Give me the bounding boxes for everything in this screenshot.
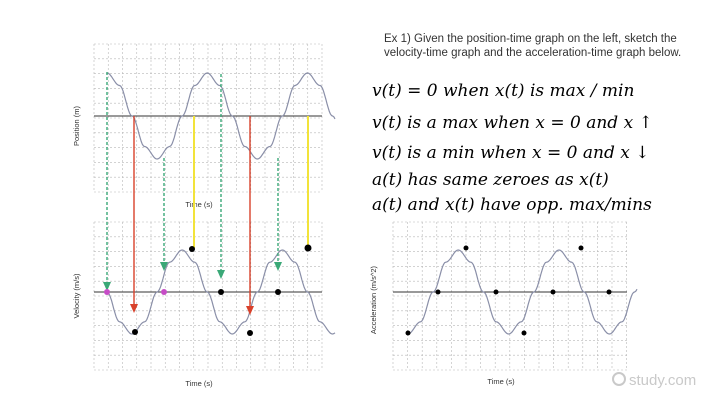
acceleration-curve <box>407 249 638 335</box>
velocity-min-point-1 <box>132 329 138 335</box>
study-logo: study.com <box>612 372 696 389</box>
green-arrowhead-1 <box>103 282 111 291</box>
red-arrowhead-1 <box>130 304 138 313</box>
velocity-curve <box>106 249 336 335</box>
acceleration-min-point-2 <box>521 330 527 336</box>
note-line-5: a(t) and x(t) have opp. max/mins <box>372 195 652 215</box>
velocity-y-label: Velocity (m/s) <box>72 273 81 319</box>
acceleration-max-point-2 <box>578 245 584 251</box>
velocity-x-label: Time (s) <box>185 379 213 388</box>
green-arrowhead-4 <box>274 262 282 271</box>
velocity-points <box>104 244 312 336</box>
acceleration-zero-point-4 <box>606 289 612 295</box>
velocity-zero-point-4 <box>275 289 281 295</box>
note-line-4: a(t) has same zeroes as x(t) <box>372 170 609 190</box>
note-line-1: v(t) = 0 when x(t) is max / min <box>372 81 634 101</box>
acceleration-max-point-1 <box>463 245 469 251</box>
velocity-grid <box>93 221 323 371</box>
red-arrowhead-2 <box>246 306 254 315</box>
construction-arrows <box>103 72 309 315</box>
acceleration-zero-point-1 <box>435 289 441 295</box>
acceleration-time-graph: Acceleration (m/s^2) Time (s) <box>369 221 638 386</box>
acceleration-points <box>405 245 612 336</box>
acceleration-x-label: Time (s) <box>487 377 515 386</box>
acceleration-grid <box>392 221 627 371</box>
green-arrowhead-2 <box>160 262 168 271</box>
position-grid <box>93 43 323 193</box>
handwritten-notes: v(t) = 0 when x(t) is max / min v(t) is … <box>372 81 653 215</box>
acceleration-min-point-1 <box>405 330 411 336</box>
velocity-max-point-1 <box>189 246 195 252</box>
problem-prompt: Ex 1) Given the position-time graph on t… <box>384 33 682 59</box>
acceleration-zero-point-2 <box>493 289 499 295</box>
logo-mark-icon <box>612 372 626 386</box>
position-y-label: Position (m) <box>72 105 81 146</box>
velocity-zero-point-3 <box>218 289 224 295</box>
note-line-3: v(t) is a min when x = 0 and x ↓ <box>372 143 650 163</box>
acceleration-zero-point-3 <box>550 289 556 295</box>
note-line-2: v(t) is a max when x = 0 and x ↑ <box>372 113 653 133</box>
logo-text: study.com <box>629 372 696 389</box>
velocity-max-point-2 <box>304 244 312 252</box>
acceleration-y-label: Acceleration (m/s^2) <box>369 265 378 334</box>
position-x-label: Time (s) <box>185 200 213 209</box>
position-time-graph: Position (m) Time (s) <box>72 43 336 209</box>
velocity-time-graph: Velocity (m/s) Time (s) <box>72 221 336 388</box>
green-arrowhead-3 <box>217 270 225 279</box>
velocity-zero-point-2 <box>161 289 167 295</box>
velocity-zero-point-1 <box>104 289 110 295</box>
velocity-min-point-2 <box>247 330 253 336</box>
